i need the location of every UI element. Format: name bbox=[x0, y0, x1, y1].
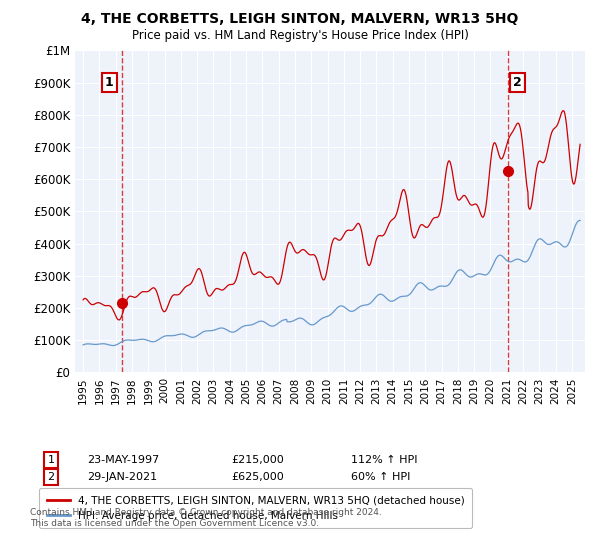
Text: 2: 2 bbox=[514, 76, 522, 89]
Legend: 4, THE CORBETTS, LEIGH SINTON, MALVERN, WR13 5HQ (detached house), HPI: Average : 4, THE CORBETTS, LEIGH SINTON, MALVERN, … bbox=[40, 488, 472, 528]
Text: 1: 1 bbox=[104, 76, 113, 89]
Text: 1: 1 bbox=[47, 455, 55, 465]
Text: 2: 2 bbox=[47, 472, 55, 482]
Text: 29-JAN-2021: 29-JAN-2021 bbox=[87, 472, 157, 482]
Text: £215,000: £215,000 bbox=[231, 455, 284, 465]
Text: 23-MAY-1997: 23-MAY-1997 bbox=[87, 455, 159, 465]
Text: 60% ↑ HPI: 60% ↑ HPI bbox=[351, 472, 410, 482]
Text: Contains HM Land Registry data © Crown copyright and database right 2024.
This d: Contains HM Land Registry data © Crown c… bbox=[30, 508, 382, 528]
Text: 112% ↑ HPI: 112% ↑ HPI bbox=[351, 455, 418, 465]
Text: 4, THE CORBETTS, LEIGH SINTON, MALVERN, WR13 5HQ: 4, THE CORBETTS, LEIGH SINTON, MALVERN, … bbox=[82, 12, 518, 26]
Text: Price paid vs. HM Land Registry's House Price Index (HPI): Price paid vs. HM Land Registry's House … bbox=[131, 29, 469, 42]
Text: £625,000: £625,000 bbox=[231, 472, 284, 482]
